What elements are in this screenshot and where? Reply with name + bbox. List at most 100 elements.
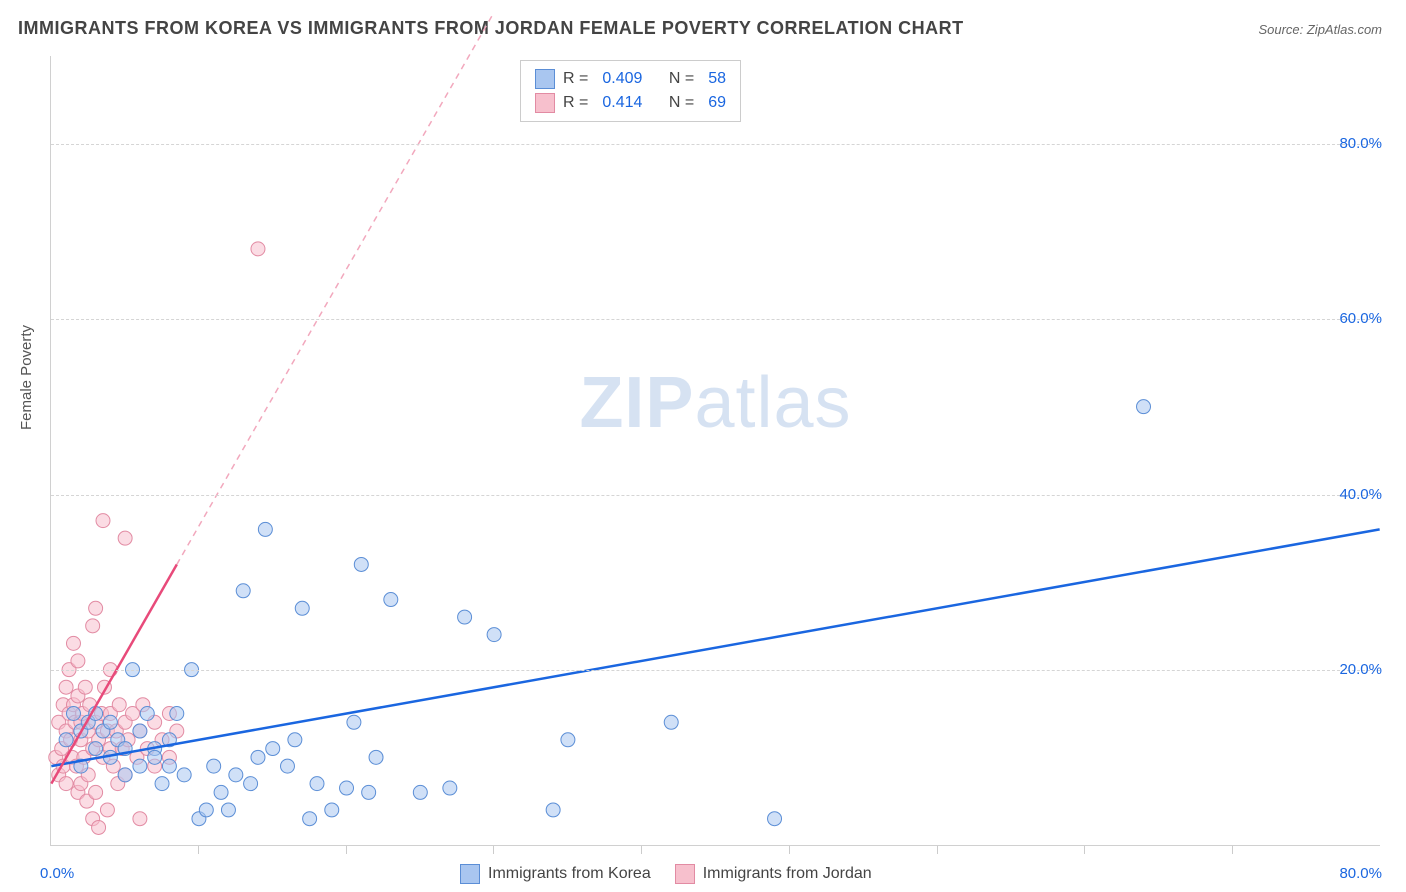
gridline	[51, 319, 1380, 320]
data-point	[303, 812, 317, 826]
x-tick-mark	[937, 846, 938, 854]
data-point	[59, 680, 73, 694]
data-point	[768, 812, 782, 826]
data-point	[78, 680, 92, 694]
data-point	[100, 803, 114, 817]
data-point	[362, 785, 376, 799]
data-point	[103, 715, 117, 729]
data-point	[96, 514, 110, 528]
data-point	[443, 781, 457, 795]
data-point	[244, 777, 258, 791]
legend-row-korea: R = 0.409 N = 58	[535, 67, 726, 91]
data-point	[86, 619, 100, 633]
data-point	[295, 601, 309, 615]
data-point	[340, 781, 354, 795]
legend-label-korea: Immigrants from Korea	[488, 865, 651, 883]
data-point	[199, 803, 213, 817]
x-tick-mark	[198, 846, 199, 854]
data-point	[170, 707, 184, 721]
x-tick-mark	[346, 846, 347, 854]
data-point	[384, 593, 398, 607]
swatch-korea-bottom	[460, 864, 480, 884]
data-point	[118, 768, 132, 782]
data-point	[59, 733, 73, 747]
r-label: R =	[563, 94, 588, 112]
data-point	[236, 584, 250, 598]
data-point	[229, 768, 243, 782]
r-value-korea: 0.409	[596, 70, 648, 88]
data-point	[288, 733, 302, 747]
data-point	[325, 803, 339, 817]
data-point	[112, 698, 126, 712]
gridline	[51, 495, 1380, 496]
x-axis-max-label: 80.0%	[1339, 865, 1382, 882]
gridline	[51, 144, 1380, 145]
data-point	[118, 531, 132, 545]
x-axis-min-label: 0.0%	[40, 865, 74, 882]
y-tick-label: 80.0%	[1339, 135, 1382, 152]
n-label: N =	[669, 94, 694, 112]
data-point	[59, 777, 73, 791]
data-point	[177, 768, 191, 782]
data-point	[140, 707, 154, 721]
data-point	[207, 759, 221, 773]
n-label: N =	[669, 70, 694, 88]
scatter-plot-svg	[51, 56, 1380, 845]
data-point	[310, 777, 324, 791]
data-point	[458, 610, 472, 624]
data-point	[369, 750, 383, 764]
legend-label-jordan: Immigrants from Jordan	[703, 865, 872, 883]
y-tick-label: 60.0%	[1339, 310, 1382, 327]
data-point	[266, 742, 280, 756]
data-point	[546, 803, 560, 817]
data-point	[221, 803, 235, 817]
n-value-jordan: 69	[702, 94, 726, 112]
data-point	[162, 759, 176, 773]
x-tick-mark	[1084, 846, 1085, 854]
r-value-jordan: 0.414	[596, 94, 648, 112]
legend-item-korea: Immigrants from Korea	[460, 864, 651, 884]
data-point	[148, 750, 162, 764]
y-tick-label: 40.0%	[1339, 486, 1382, 503]
data-point	[92, 820, 106, 834]
data-point	[89, 742, 103, 756]
x-tick-mark	[641, 846, 642, 854]
data-point	[89, 601, 103, 615]
data-point	[1137, 400, 1151, 414]
source-attribution: Source: ZipAtlas.com	[1258, 22, 1382, 37]
legend-item-jordan: Immigrants from Jordan	[675, 864, 872, 884]
data-point	[280, 759, 294, 773]
data-point	[66, 636, 80, 650]
chart-plot-area: ZIPatlas	[50, 56, 1380, 846]
n-value-korea: 58	[702, 70, 726, 88]
correlation-legend: R = 0.409 N = 58 R = 0.414 N = 69	[520, 60, 741, 122]
data-point	[133, 812, 147, 826]
swatch-korea	[535, 69, 555, 89]
data-point	[347, 715, 361, 729]
data-point	[487, 628, 501, 642]
data-point	[89, 785, 103, 799]
swatch-jordan	[535, 93, 555, 113]
data-point	[258, 522, 272, 536]
swatch-jordan-bottom	[675, 864, 695, 884]
data-point	[251, 242, 265, 256]
legend-row-jordan: R = 0.414 N = 69	[535, 91, 726, 115]
y-axis-label: Female Poverty	[18, 325, 35, 430]
data-point	[413, 785, 427, 799]
data-point	[155, 777, 169, 791]
r-label: R =	[563, 70, 588, 88]
x-tick-mark	[1232, 846, 1233, 854]
data-point	[71, 654, 85, 668]
data-point	[133, 724, 147, 738]
data-point	[561, 733, 575, 747]
chart-title: IMMIGRANTS FROM KOREA VS IMMIGRANTS FROM…	[18, 18, 964, 39]
data-point	[354, 557, 368, 571]
data-point	[664, 715, 678, 729]
data-point	[66, 707, 80, 721]
x-tick-mark	[493, 846, 494, 854]
gridline	[51, 670, 1380, 671]
x-tick-mark	[789, 846, 790, 854]
data-point	[133, 759, 147, 773]
data-point	[251, 750, 265, 764]
data-point	[214, 785, 228, 799]
